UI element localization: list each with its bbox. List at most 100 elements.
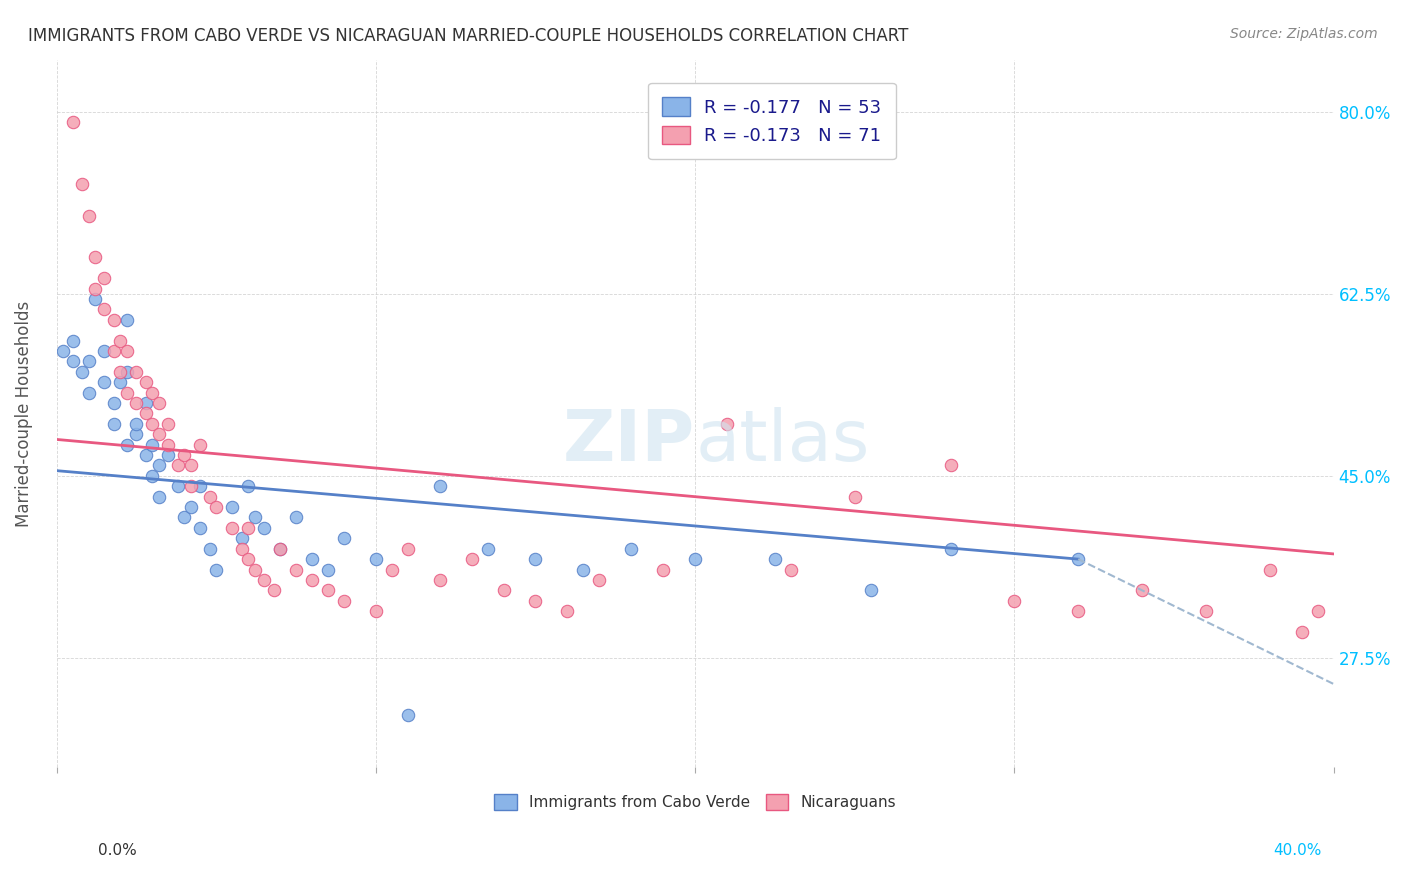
Point [588,573,610,587]
Point [763,552,786,566]
Point [93,302,115,317]
Point [77,385,100,400]
Point [1195,604,1218,618]
Point [1130,583,1153,598]
Point [188,479,211,493]
Point [221,521,243,535]
Point [62,334,84,348]
Point [1067,604,1090,618]
Point [52,343,75,358]
Point [125,427,148,442]
Point [683,552,706,566]
Point [243,562,266,576]
Point [238,521,260,535]
Text: atlas: atlas [695,408,869,476]
Point [844,490,866,504]
Point [62,354,84,368]
Point [243,510,266,524]
Point [103,396,125,410]
Point [572,562,595,576]
Point [84,292,107,306]
Point [859,583,882,598]
Point [316,583,339,598]
Point [253,521,276,535]
Point [231,541,253,556]
Point [103,417,125,431]
Point [141,468,163,483]
Point [716,417,738,431]
Point [780,562,803,576]
Point [939,541,962,556]
Point [1002,593,1025,607]
Point [396,541,419,556]
Point [198,490,221,504]
Point [180,500,202,514]
Point [157,417,180,431]
Point [198,541,221,556]
Point [148,458,170,473]
Point [135,448,157,462]
Point [333,531,356,545]
Point [157,448,180,462]
Point [115,312,138,326]
Point [205,562,228,576]
Point [110,334,132,348]
Point [429,479,451,493]
Point [285,562,308,576]
Point [253,573,276,587]
Point [364,552,387,566]
Point [167,458,190,473]
Legend: Immigrants from Cabo Verde, Nicaraguans: Immigrants from Cabo Verde, Nicaraguans [488,788,903,816]
Point [141,385,163,400]
Text: IMMIGRANTS FROM CABO VERDE VS NICARAGUAN MARRIED-COUPLE HOUSEHOLDS CORRELATION C: IMMIGRANTS FROM CABO VERDE VS NICARAGUAN… [28,27,908,45]
Point [477,541,499,556]
Point [125,396,148,410]
Point [1306,604,1329,618]
Point [135,406,157,420]
Point [1258,562,1281,576]
Point [188,521,211,535]
Point [70,365,93,379]
Point [238,552,260,566]
Point [157,437,180,451]
Text: ZIP: ZIP [562,408,695,476]
Point [364,604,387,618]
Point [135,375,157,389]
Point [173,510,195,524]
Point [115,385,138,400]
Point [173,448,195,462]
Point [77,209,100,223]
Text: 40.0%: 40.0% [1274,843,1322,858]
Point [524,552,547,566]
Point [115,365,138,379]
Point [396,708,419,723]
Text: 0.0%: 0.0% [98,843,138,858]
Point [77,354,100,368]
Point [93,271,115,285]
Point [652,562,675,576]
Point [103,343,125,358]
Point [135,396,157,410]
Y-axis label: Married-couple Households: Married-couple Households [15,301,32,526]
Point [84,281,107,295]
Point [141,437,163,451]
Point [188,437,211,451]
Point [269,541,291,556]
Point [1291,624,1313,639]
Point [333,593,356,607]
Point [301,573,323,587]
Point [939,458,962,473]
Point [301,552,323,566]
Point [460,552,482,566]
Point [110,365,132,379]
Point [115,343,138,358]
Point [148,490,170,504]
Point [148,427,170,442]
Point [110,375,132,389]
Point [125,365,148,379]
Point [263,583,285,598]
Point [93,375,115,389]
Point [125,417,148,431]
Point [180,479,202,493]
Point [1067,552,1090,566]
